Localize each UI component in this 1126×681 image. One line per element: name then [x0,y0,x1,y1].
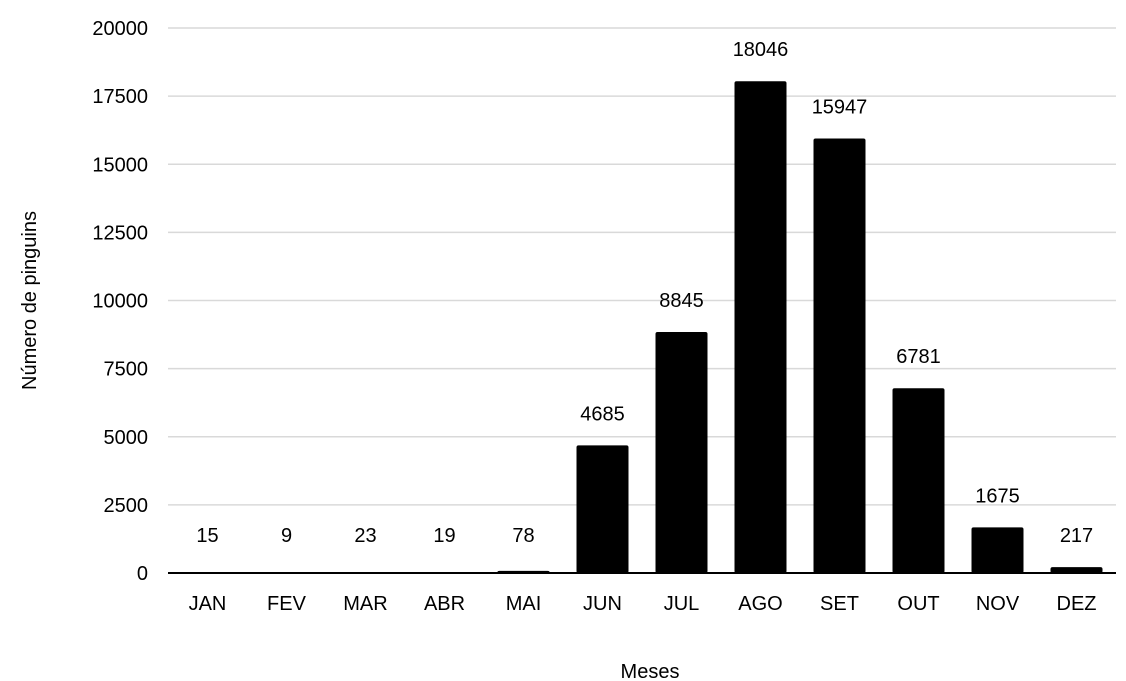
x-tick-label-abr: ABR [424,593,465,615]
x-tick-label-ago: AGO [738,593,782,615]
data-label-nov: 1675 [975,485,1020,507]
bars [181,81,1103,574]
y-tick-label: 5000 [104,427,149,449]
x-axis-category-labels: JAN FEV MAR ABR MAI JUN JUL AGO SET OUT NOV DEZ [189,593,1097,615]
x-tick-label-fev: FEV [267,593,307,615]
x-axis-title: Meses [621,661,680,681]
bar-nov [971,527,1024,573]
bar-set [813,138,866,573]
y-axis-title: Número de pinguins [19,211,41,390]
y-tick-label: 7500 [104,359,149,381]
data-label-mar: 23 [354,525,376,547]
gridlines [168,27,1116,506]
y-tick-label: 15000 [92,154,148,176]
y-tick-label: 17500 [92,86,148,108]
x-tick-label-out: OUT [897,593,939,615]
data-label-abr: 19 [433,525,455,547]
data-label-jul: 8845 [659,290,704,312]
data-label-out: 6781 [896,346,941,368]
data-label-fev: 9 [281,525,292,547]
data-label-dez: 217 [1060,525,1093,547]
y-tick-label: 0 [137,563,148,585]
data-label-jun: 4685 [580,403,625,425]
bar-ago [734,81,787,574]
x-tick-label-jan: JAN [189,593,227,615]
x-tick-label-mai: MAI [506,593,542,615]
x-tick-label-set: SET [820,593,859,615]
data-label-ago: 18046 [733,39,789,61]
data-label-set: 15947 [812,96,868,118]
bar-out [892,388,945,573]
data-label-mai: 78 [512,525,534,547]
x-tick-label-dez: DEZ [1057,593,1097,615]
data-labels: 15 9 23 19 78 4685 8845 18046 15947 6781 1675 217 [196,39,1093,547]
y-tick-label: 2500 [104,495,149,517]
x-tick-label-jul: JUL [664,593,700,615]
bar-jun [576,445,629,573]
y-tick-label: 20000 [92,18,148,40]
x-tick-label-mar: MAR [343,593,387,615]
y-tick-label: 12500 [92,222,148,244]
y-axis-tick-labels: 0 2500 5000 7500 10000 12500 15000 17500 20000 [92,18,148,585]
bar-dez [1050,567,1103,573]
y-tick-label: 10000 [92,291,148,313]
x-tick-label-jun: JUN [583,593,622,615]
x-tick-label-nov: NOV [976,593,1020,615]
bar-jul [655,331,708,573]
data-label-jan: 15 [196,525,218,547]
